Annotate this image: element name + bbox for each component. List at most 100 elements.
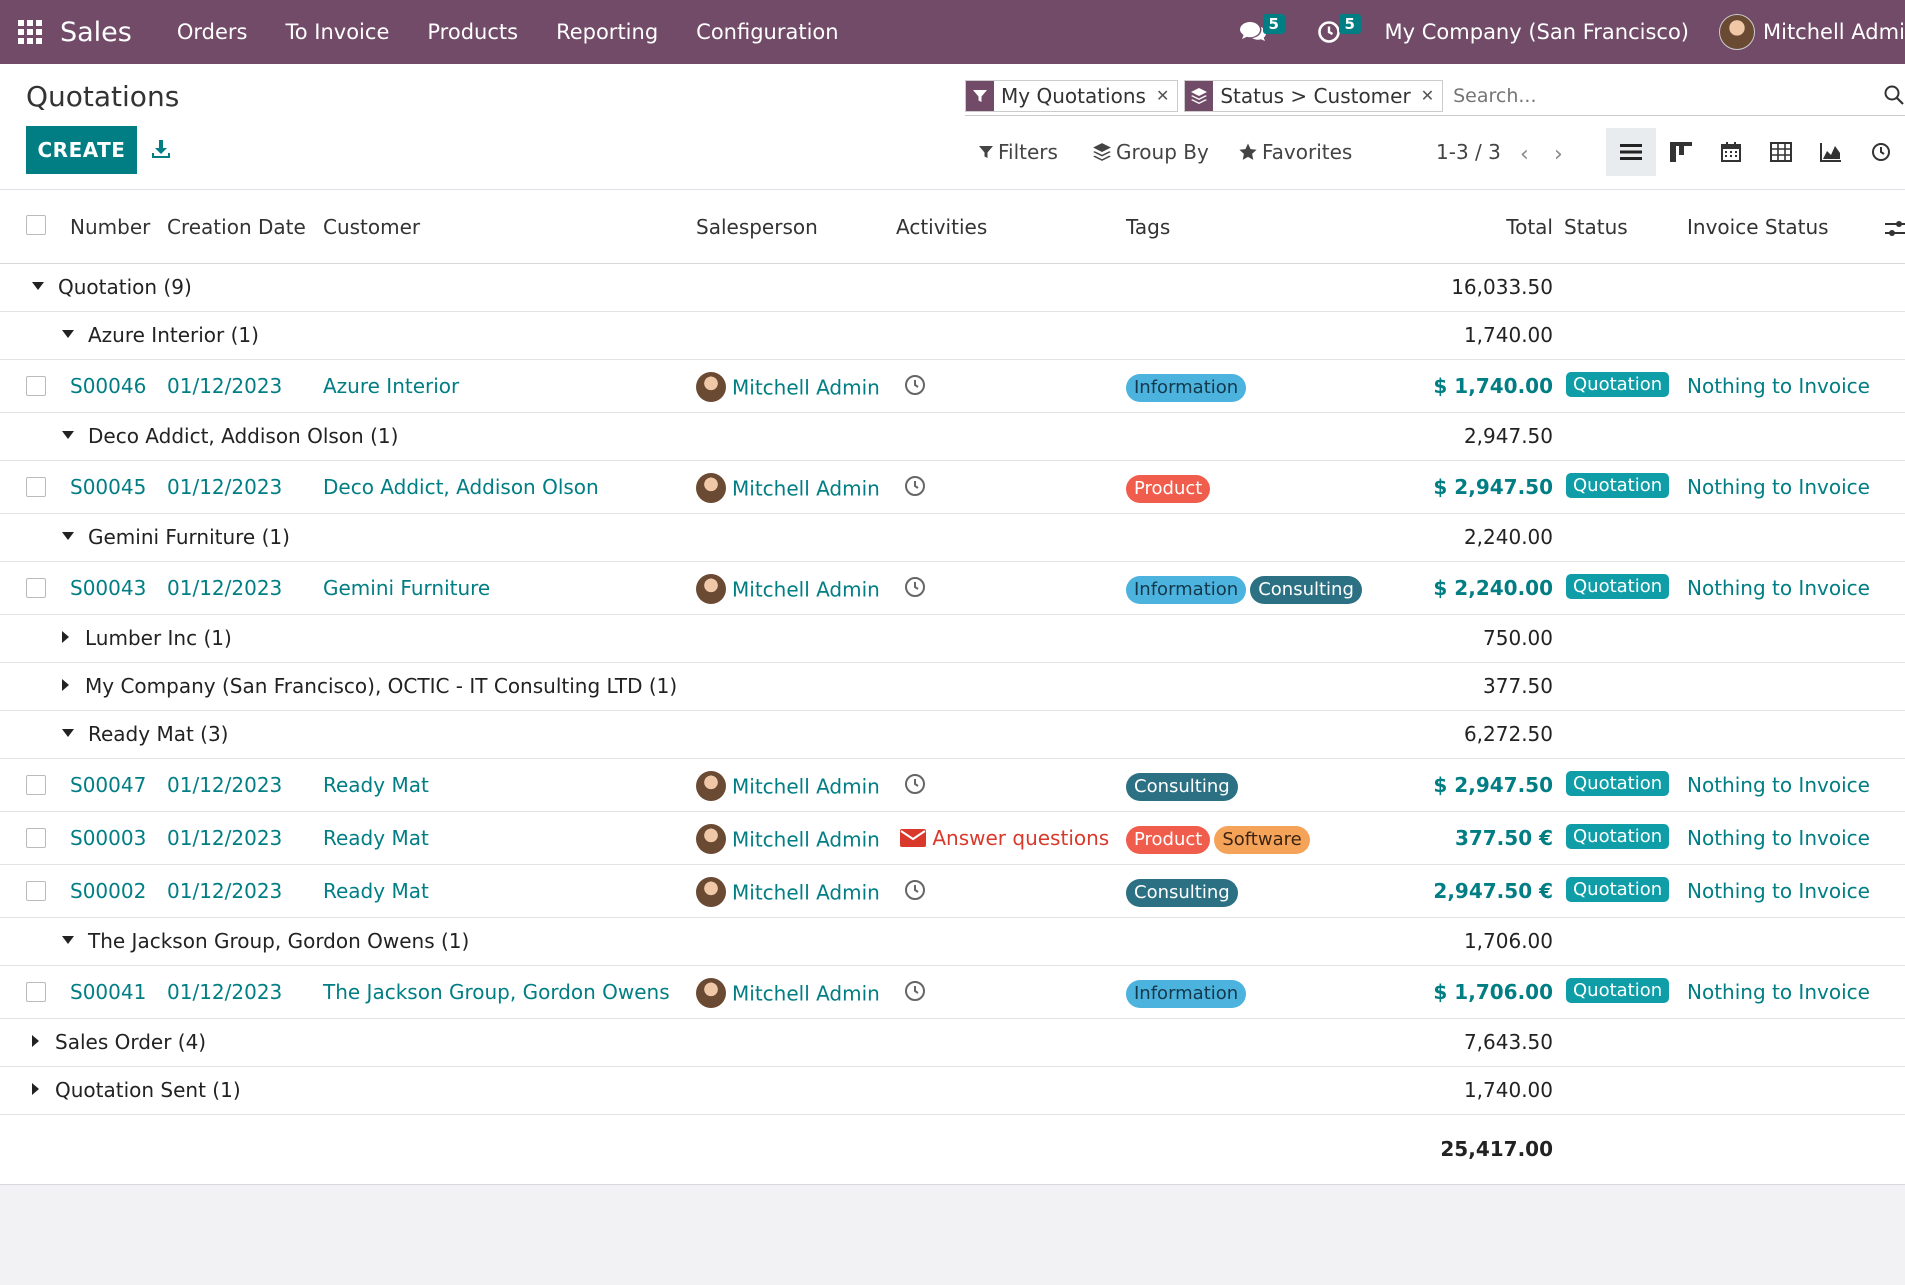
activity-clock-icon[interactable]: [904, 475, 926, 497]
status-badge: Quotation: [1566, 473, 1670, 498]
table-row[interactable]: S00002 01/12/2023 Ready Mat Mitchell Adm…: [0, 865, 1905, 918]
menu-to-invoice[interactable]: To Invoice: [285, 20, 390, 44]
order-number[interactable]: S00046: [70, 374, 147, 398]
customer[interactable]: Gemini Furniture: [323, 576, 491, 600]
col-invoice-status[interactable]: Invoice Status: [1687, 215, 1829, 239]
pivot-view-button[interactable]: [1756, 128, 1806, 176]
menu-orders[interactable]: Orders: [176, 20, 248, 44]
row-checkbox[interactable]: [26, 578, 46, 598]
customer[interactable]: Ready Mat: [323, 826, 429, 850]
menu-configuration[interactable]: Configuration: [696, 20, 839, 44]
group-row[interactable]: Ready Mat (3) 6,272.50: [0, 711, 1905, 759]
row-checkbox[interactable]: [26, 982, 46, 1002]
col-total[interactable]: Total: [1506, 215, 1553, 239]
search-icon[interactable]: [1883, 84, 1905, 106]
pager-value[interactable]: 1-3 / 3: [1436, 140, 1501, 164]
salesperson[interactable]: Mitchell Admin: [696, 372, 880, 404]
activities-button[interactable]: 5: [1309, 12, 1361, 52]
activity-clock-icon[interactable]: [904, 374, 926, 396]
order-number[interactable]: S00043: [70, 576, 147, 600]
table-row[interactable]: S00046 01/12/2023 Azure Interior Mitchel…: [0, 360, 1905, 413]
col-number[interactable]: Number: [70, 215, 151, 239]
customer[interactable]: Azure Interior: [323, 374, 460, 398]
activity-view-icon: [1872, 143, 1890, 161]
salesperson[interactable]: Mitchell Admin: [696, 473, 880, 505]
list-view-button[interactable]: [1606, 128, 1656, 176]
kanban-view-button[interactable]: [1656, 128, 1706, 176]
pager-next-icon[interactable]: ›: [1554, 142, 1563, 167]
group-total: 6,272.50: [1463, 722, 1553, 746]
order-number[interactable]: S00003: [70, 826, 147, 850]
select-all-checkbox[interactable]: [26, 215, 46, 235]
table-row[interactable]: S00045 01/12/2023 Deco Addict, Addison O…: [0, 461, 1905, 514]
user-menu[interactable]: Mitchell Admin: [1763, 20, 1905, 44]
menu-reporting[interactable]: Reporting: [556, 20, 659, 44]
activity-view-button[interactable]: [1856, 128, 1905, 176]
col-creation-date[interactable]: Creation Date: [167, 215, 306, 239]
user-avatar[interactable]: [1719, 14, 1755, 50]
order-number[interactable]: S00047: [70, 773, 147, 797]
salesperson[interactable]: Mitchell Admin: [696, 978, 880, 1010]
group-row[interactable]: Lumber Inc (1) 750.00: [0, 615, 1905, 663]
remove-facet-icon[interactable]: ✕: [1155, 86, 1170, 105]
favorites-button[interactable]: Favorites: [1238, 140, 1352, 164]
groupby-button[interactable]: Group By: [1092, 140, 1209, 164]
customer[interactable]: Deco Addict, Addison Olson: [323, 475, 599, 499]
activity-clock-icon[interactable]: [904, 879, 926, 901]
activity-clock-icon[interactable]: [904, 980, 926, 1002]
salesperson[interactable]: Mitchell Admin: [696, 574, 880, 606]
salesperson[interactable]: Mitchell Admin: [696, 877, 880, 909]
col-activities[interactable]: Activities: [896, 215, 988, 239]
table-row[interactable]: S00003 01/12/2023 Ready Mat Mitchell Adm…: [0, 812, 1905, 865]
app-name[interactable]: Sales: [60, 16, 132, 48]
search-input[interactable]: [1453, 84, 1854, 107]
customer[interactable]: The Jackson Group, Gordon Owens: [323, 980, 670, 1004]
messages-button[interactable]: 5: [1233, 12, 1285, 52]
col-status[interactable]: Status: [1564, 215, 1628, 239]
group-row[interactable]: Gemini Furniture (1) 2,240.00: [0, 514, 1905, 562]
order-total: $ 2,240.00: [1433, 576, 1553, 600]
calendar-view-button[interactable]: [1706, 128, 1756, 176]
pager-prev-icon[interactable]: ‹: [1520, 142, 1529, 167]
remove-facet-icon[interactable]: ✕: [1420, 86, 1435, 105]
customer[interactable]: Ready Mat: [323, 879, 429, 903]
group-row[interactable]: My Company (San Francisco), OCTIC - IT C…: [0, 663, 1905, 711]
row-checkbox[interactable]: [26, 828, 46, 848]
group-row[interactable]: Azure Interior (1) 1,740.00: [0, 312, 1905, 360]
company-switcher[interactable]: My Company (San Francisco): [1384, 20, 1689, 44]
customer[interactable]: Ready Mat: [323, 773, 429, 797]
invoice-status: Nothing to Invoice: [1687, 879, 1870, 903]
col-customer[interactable]: Customer: [323, 215, 421, 239]
menu-products[interactable]: Products: [427, 20, 519, 44]
group-row[interactable]: Quotation Sent (1) 1,740.00: [0, 1067, 1905, 1115]
order-number[interactable]: S00002: [70, 879, 147, 903]
row-checkbox[interactable]: [26, 477, 46, 497]
optional-columns-icon[interactable]: [1885, 220, 1905, 238]
create-button[interactable]: CREATE: [26, 126, 137, 174]
table-row[interactable]: S00043 01/12/2023 Gemini Furniture Mitch…: [0, 562, 1905, 615]
group-row[interactable]: Quotation (9) 16,033.50: [0, 264, 1905, 312]
activity-clock-icon[interactable]: [904, 773, 926, 795]
group-row[interactable]: The Jackson Group, Gordon Owens (1) 1,70…: [0, 918, 1905, 966]
activity-answer-questions[interactable]: Answer questions: [900, 826, 1109, 850]
table-row[interactable]: S00041 01/12/2023 The Jackson Group, Gor…: [0, 966, 1905, 1019]
order-number[interactable]: S00045: [70, 475, 147, 499]
col-salesperson[interactable]: Salesperson: [696, 215, 818, 239]
salesperson[interactable]: Mitchell Admin: [696, 824, 880, 856]
apps-menu-icon[interactable]: [18, 20, 42, 44]
col-tags[interactable]: Tags: [1126, 215, 1171, 239]
activity-clock-icon[interactable]: [904, 576, 926, 598]
invoice-status: Nothing to Invoice: [1687, 374, 1870, 398]
group-row[interactable]: Deco Addict, Addison Olson (1) 2,947.50: [0, 413, 1905, 461]
group-row[interactable]: Sales Order (4) 7,643.50: [0, 1019, 1905, 1067]
row-checkbox[interactable]: [26, 881, 46, 901]
tag-badge: Consulting: [1126, 773, 1238, 801]
row-checkbox[interactable]: [26, 775, 46, 795]
row-checkbox[interactable]: [26, 376, 46, 396]
table-row[interactable]: S00047 01/12/2023 Ready Mat Mitchell Adm…: [0, 759, 1905, 812]
filters-button[interactable]: Filters: [978, 140, 1058, 164]
download-icon[interactable]: [150, 138, 172, 160]
order-number[interactable]: S00041: [70, 980, 147, 1004]
graph-view-button[interactable]: [1806, 128, 1856, 176]
salesperson[interactable]: Mitchell Admin: [696, 771, 880, 803]
